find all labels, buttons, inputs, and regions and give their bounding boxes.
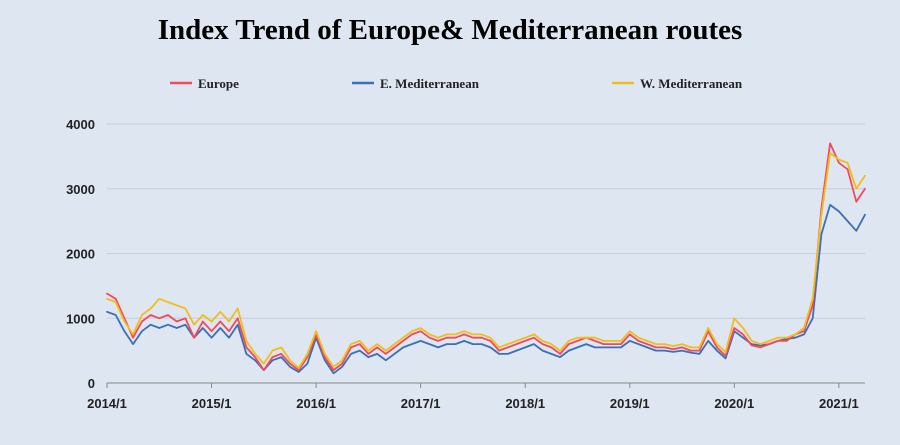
y-tick-label-4000: 4000 <box>66 117 95 132</box>
series-line-e-mediterranean <box>106 203 866 375</box>
axes: 0 1000 2000 3000 4000 2014/1 2015/1 2016/1 2017/… <box>66 117 865 411</box>
y-tick-label-2000: 2000 <box>66 247 95 262</box>
x-tick-label-2019/1: 2019/1 <box>610 396 650 411</box>
x-tick-label-2020/1: 2020/1 <box>714 396 754 411</box>
series-line-w-mediterranean <box>106 152 866 370</box>
gridlines <box>107 123 865 319</box>
x-tick-label-2018/1: 2018/1 <box>505 396 545 411</box>
y-tick-label-1000: 1000 <box>66 311 95 326</box>
y-tick-label-3000: 3000 <box>66 182 95 197</box>
x-tick-label-2017/1: 2017/1 <box>401 396 441 411</box>
series-line-europe <box>106 142 866 372</box>
legend-label-w-mediterranean: W. Mediterranean <box>640 76 743 91</box>
series-lines <box>106 142 866 375</box>
x-tick-label-2016/1: 2016/1 <box>296 396 336 411</box>
x-tick-label-2021/1: 2021/1 <box>819 396 859 411</box>
y-tick-label-0: 0 <box>88 376 95 391</box>
x-tick-label-2015/1: 2015/1 <box>192 396 232 411</box>
x-tick-label-2014/1: 2014/1 <box>87 396 127 411</box>
legend: Europe E. Mediterranean W. Mediterranean <box>170 76 743 91</box>
legend-label-e-mediterranean: E. Mediterranean <box>380 76 480 91</box>
chart-title: Index Trend of Europe& Mediterranean rou… <box>157 14 743 46</box>
legend-label-europe: Europe <box>198 76 239 91</box>
